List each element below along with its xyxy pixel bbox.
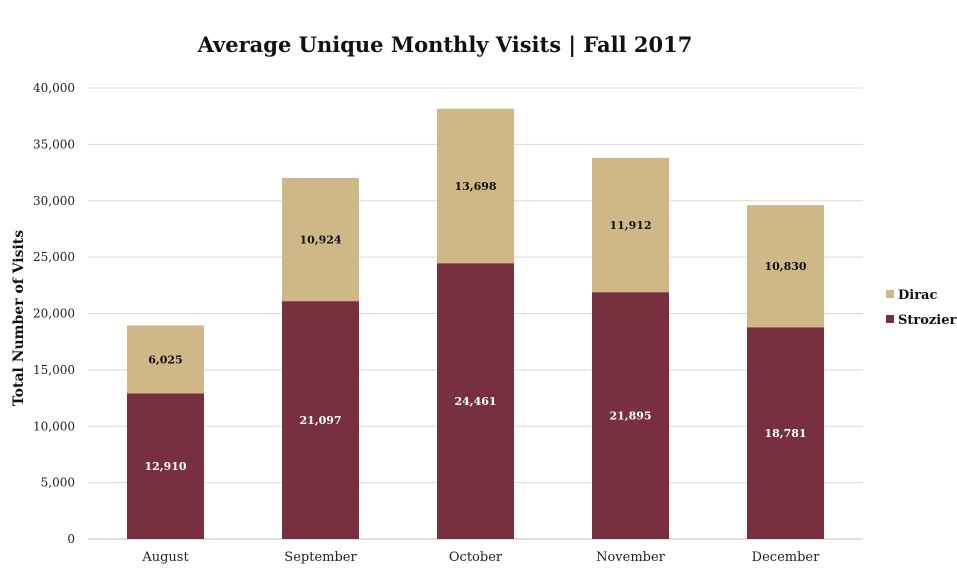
bar-strozier-october xyxy=(437,263,514,539)
y-tick-label: 35,000 xyxy=(33,137,75,151)
data-label: 10,830 xyxy=(764,260,806,273)
y-axis-title: Total Number of Visits xyxy=(11,230,27,406)
x-tick-label: November xyxy=(596,550,666,565)
y-tick-label: 25,000 xyxy=(33,250,75,264)
y-tick-label: 30,000 xyxy=(33,194,75,208)
legend-label-dirac: Dirac xyxy=(898,288,937,303)
data-label: 13,698 xyxy=(454,180,496,193)
legend: Dirac Strozier xyxy=(886,288,957,328)
bar-strozier-august xyxy=(127,393,204,539)
x-tick-label: October xyxy=(449,550,503,565)
bar-strozier-november xyxy=(592,292,669,539)
bar-dirac-november xyxy=(592,157,669,293)
legend-swatch-strozier xyxy=(886,315,894,323)
chart-title: Average Unique Monthly Visits | Fall 201… xyxy=(197,32,693,57)
data-label: 21,097 xyxy=(299,414,341,427)
bar-strozier-september xyxy=(282,301,359,539)
data-label: 6,025 xyxy=(148,353,182,366)
y-tick-label: 40,000 xyxy=(33,81,75,95)
x-tick-label: August xyxy=(141,550,189,565)
x-tick-label: September xyxy=(284,550,357,565)
bar-dirac-october xyxy=(437,108,514,264)
data-label: 12,910 xyxy=(144,460,186,473)
axes: 0 5,000 10,000 15,000 20,000 25,000 30,000 35,0… xyxy=(33,81,820,565)
data-label: 10,924 xyxy=(299,234,341,247)
data-label: 24,461 xyxy=(454,395,496,408)
bars xyxy=(127,108,824,539)
data-label: 11,912 xyxy=(609,219,651,232)
y-tick-label: 0 xyxy=(67,532,75,546)
data-labels: 12,910 6,025 21,097 10,924 24,461 13,698 21,89… xyxy=(144,180,806,473)
bar-strozier-december xyxy=(747,327,824,539)
bar-dirac-september xyxy=(282,177,359,302)
legend-swatch-dirac xyxy=(886,290,894,298)
bar-dirac-december xyxy=(747,205,824,328)
data-label: 18,781 xyxy=(764,427,806,440)
y-tick-label: 10,000 xyxy=(33,419,75,433)
y-tick-label: 20,000 xyxy=(33,307,75,321)
y-tick-label: 15,000 xyxy=(33,363,75,377)
data-label: 21,895 xyxy=(609,410,651,423)
legend-label-strozier: Strozier xyxy=(898,313,957,328)
y-tick-label: 5,000 xyxy=(41,476,75,490)
x-tick-label: December xyxy=(752,550,820,565)
bar-dirac-august xyxy=(127,325,204,394)
